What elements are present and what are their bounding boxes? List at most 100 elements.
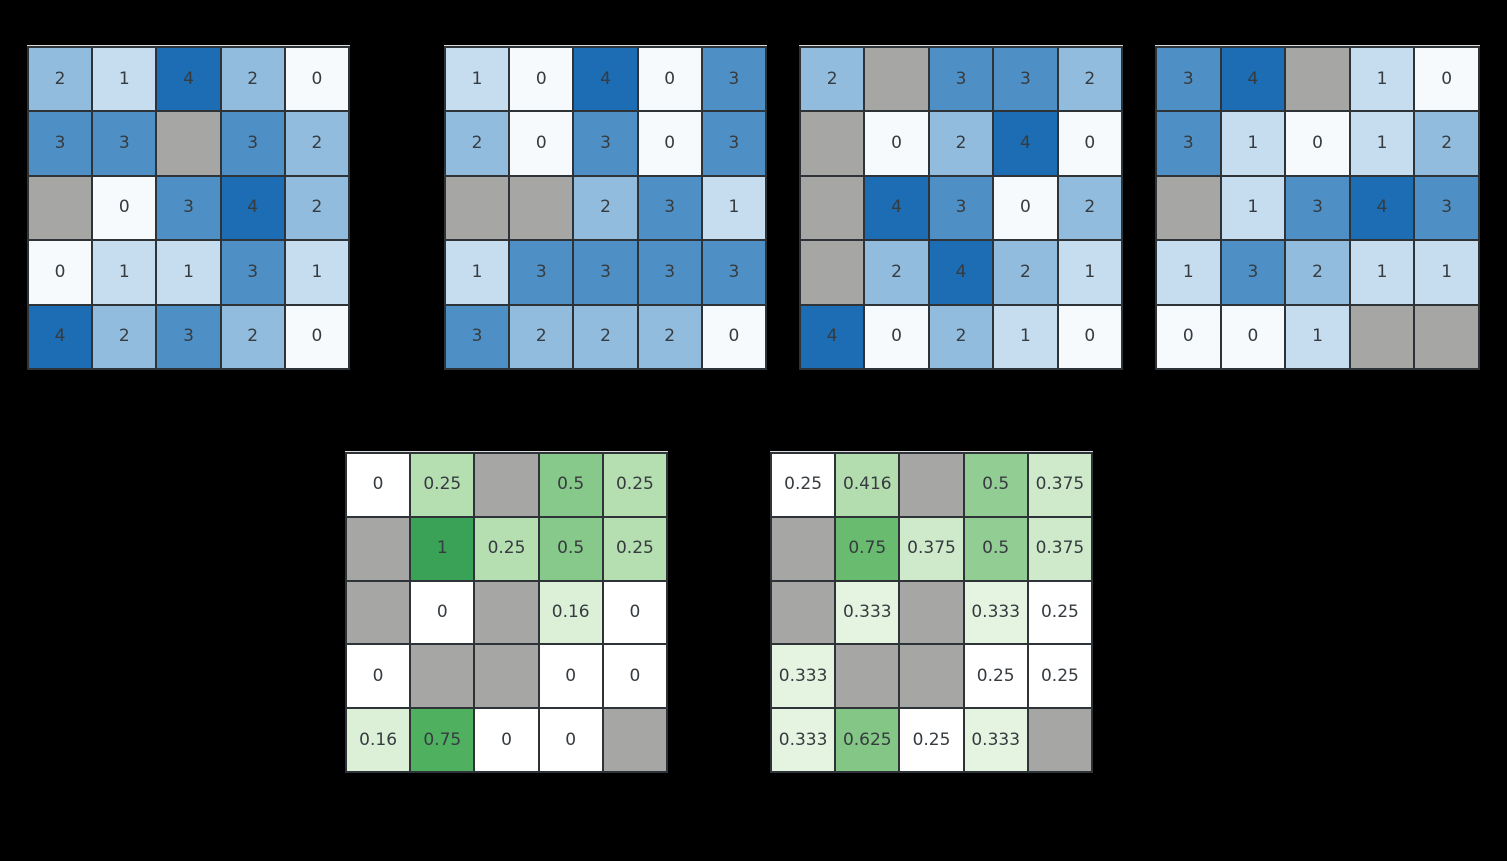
heatmap-cell: 0.25 <box>964 645 1027 708</box>
heatmap-cell: 1 <box>93 241 156 304</box>
heatmap-cell-masked <box>865 48 928 111</box>
heatmap-cell-masked <box>1415 305 1478 368</box>
heatmap-cell: 4 <box>29 305 92 368</box>
heatmap-cell-masked <box>446 176 509 240</box>
heatmap-cell-masked <box>1028 709 1091 771</box>
heatmap-cell: 0 <box>1157 305 1220 368</box>
heatmap-cell: 0.416 <box>836 454 899 516</box>
heatmap-cell: 1 <box>411 517 474 580</box>
heatmap-cell: 3 <box>1157 48 1220 111</box>
heatmap-cell: 2 <box>221 305 284 368</box>
heatmap-cell: 0.25 <box>411 454 474 516</box>
heatmap-cell: 0 <box>347 645 410 708</box>
heatmap-cell: 0 <box>603 645 666 708</box>
heatmap-cell: 0 <box>510 48 573 111</box>
heatmap-cell: 0.25 <box>900 709 963 771</box>
heatmap-cell: 0.333 <box>772 645 835 708</box>
heatmap-cell: 3 <box>994 48 1057 111</box>
heatmap-cell: 2 <box>1058 48 1121 111</box>
heatmap-cell: 3 <box>929 176 993 240</box>
heatmap-cell: 0.5 <box>539 517 602 580</box>
heatmap-cell: 0.25 <box>603 517 666 580</box>
heatmap-cell: 0.16 <box>347 709 410 771</box>
heatmap-cell: 2 <box>285 112 348 175</box>
heatmap-cell: 1 <box>1350 48 1414 111</box>
heatmap-cell: 0 <box>93 176 156 240</box>
heatmap-cell: 0.5 <box>539 454 602 516</box>
heatmap-cell: 1 <box>1157 241 1220 304</box>
heatmap-cell: 3 <box>638 241 701 304</box>
heatmap-cell: 0.25 <box>475 517 538 580</box>
heatmap-cell: 1 <box>93 48 156 111</box>
heatmap-cell-masked <box>900 645 963 708</box>
heatmap-cell: 3 <box>29 112 92 175</box>
ratio-heatmap-left: 0 0.25 0.5 0.25 1 0.25 0.5 0.25 0 0.16 0 0 0 0 0.16 0.7… <box>345 452 668 773</box>
heatmap-cell: 3 <box>510 241 573 304</box>
heatmap-cell: 2 <box>638 305 701 368</box>
heatmap-cell: 2 <box>1415 112 1478 175</box>
heatmap-cell: 1 <box>1350 241 1414 304</box>
heatmap-cell: 1 <box>1058 241 1121 304</box>
heatmap-cell: 0 <box>1058 305 1121 368</box>
heatmap-cell: 0.625 <box>836 709 899 771</box>
heatmap-cell: 3 <box>157 305 220 368</box>
heatmap-cell: 2 <box>1058 176 1121 240</box>
heatmap-cell: 3 <box>93 112 156 175</box>
heatmap-cell: 2 <box>1286 241 1349 304</box>
heatmap-cell: 3 <box>929 48 993 111</box>
heatmap-cell: 4 <box>221 176 284 240</box>
heatmap-cell-masked <box>1286 48 1349 111</box>
heatmap-cell: 0.5 <box>964 517 1027 580</box>
heatmap-cell: 0 <box>285 48 348 111</box>
heatmap-cell: 0 <box>347 454 410 516</box>
heatmap-cell: 4 <box>801 305 864 368</box>
heatmap-cell: 2 <box>93 305 156 368</box>
heatmap-cell-masked <box>157 112 220 175</box>
heatmap-cell: 0 <box>865 112 928 175</box>
heatmap-cell-masked <box>801 112 864 175</box>
heatmap-cell: 4 <box>929 241 993 304</box>
heatmap-cell: 1 <box>1350 112 1414 175</box>
heatmap-cell: 0.16 <box>539 581 602 644</box>
heatmap-cell: 3 <box>1157 112 1220 175</box>
heatmap-cell-masked <box>29 176 92 240</box>
heatmap-cell: 1 <box>1415 241 1478 304</box>
heatmap-cell: 0 <box>865 305 928 368</box>
heatmap-cell: 2 <box>221 48 284 111</box>
heatmap-cell: 0 <box>638 112 701 175</box>
heatmap-cell-masked <box>475 581 538 644</box>
heatmap-cell: 0.375 <box>1028 517 1091 580</box>
heatmap-cell: 0 <box>1415 48 1478 111</box>
heatmap-cell: 0.5 <box>964 454 1027 516</box>
heatmap-cell: 3 <box>221 112 284 175</box>
heatmap-cell: 4 <box>157 48 220 111</box>
heatmap-cell: 2 <box>801 48 864 111</box>
heatmap-cell: 3 <box>638 176 701 240</box>
heatmap-cell: 0 <box>1221 305 1285 368</box>
heatmap-cell-masked <box>1350 305 1414 368</box>
heatmap-cell: 0.25 <box>1028 645 1091 708</box>
heatmap-cell: 0.25 <box>772 454 835 516</box>
heatmap-cell: 3 <box>702 241 765 304</box>
heatmap-cell: 0 <box>539 645 602 708</box>
heatmap-cell: 0.333 <box>836 581 899 644</box>
heatmap-cell-masked <box>900 454 963 516</box>
heatmap-cell: 0.333 <box>964 581 1027 644</box>
heatmap-cell-masked <box>475 454 538 516</box>
heatmap-cell: 1 <box>446 241 509 304</box>
heatmap-cell: 0.333 <box>964 709 1027 771</box>
heatmap-cell: 0 <box>994 176 1057 240</box>
heatmap-cell-masked <box>411 645 474 708</box>
heatmap-cell-masked <box>347 581 410 644</box>
heatmap-cell: 0 <box>1286 112 1349 175</box>
heatmap-cell: 3 <box>1286 176 1349 240</box>
heatmap-cell-masked <box>801 241 864 304</box>
heatmap-cell: 0 <box>411 581 474 644</box>
heatmap-cell: 0.25 <box>603 454 666 516</box>
heatmap-cell: 0.375 <box>900 517 963 580</box>
heatmap-cell: 2 <box>29 48 92 111</box>
heatmap-cell: 0 <box>1058 112 1121 175</box>
